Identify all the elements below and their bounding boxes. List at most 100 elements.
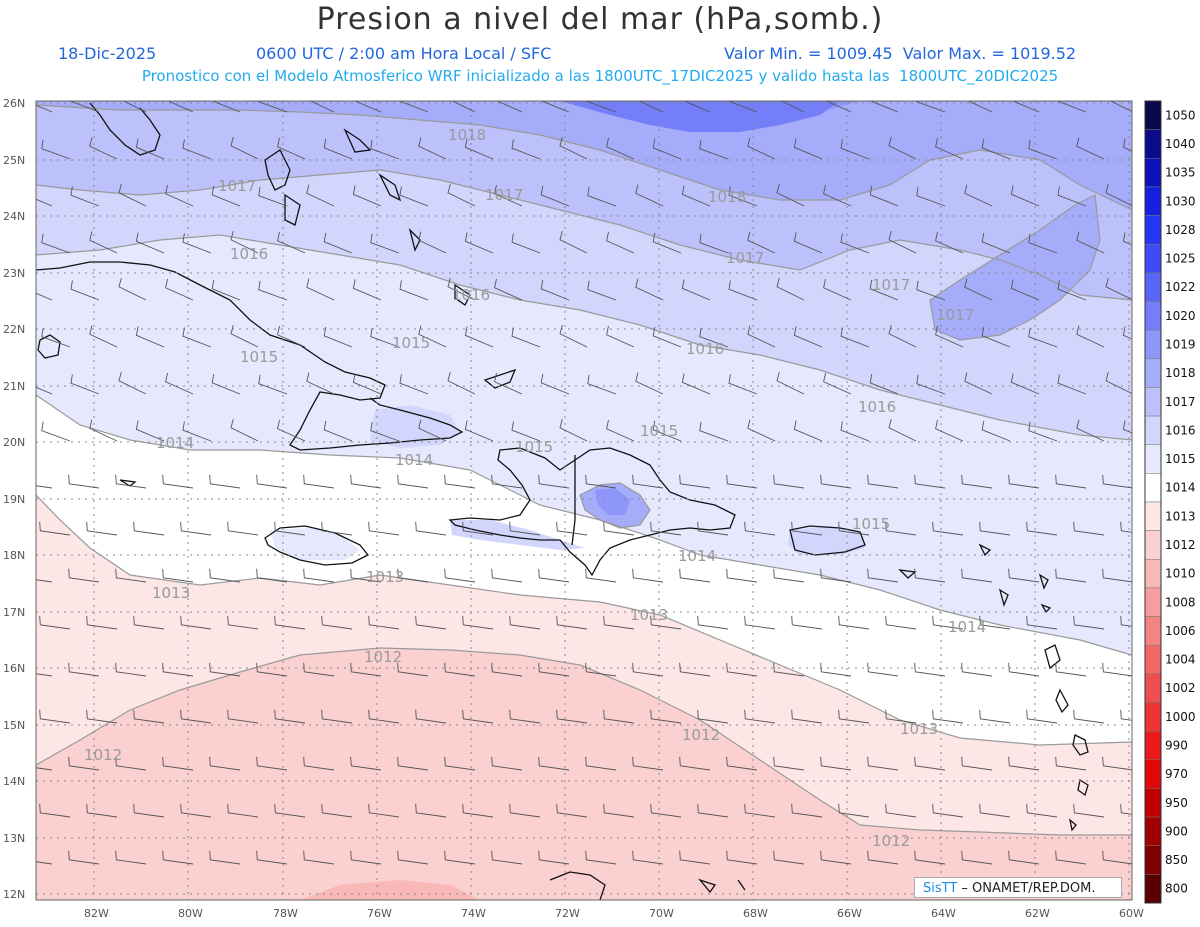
lon-label: 76W	[367, 907, 392, 920]
wind-barb	[277, 419, 306, 442]
wind-barb	[603, 709, 635, 724]
colorbar-swatch	[1144, 329, 1162, 360]
wind-barb	[511, 139, 541, 160]
wind-barb	[256, 756, 288, 771]
wind-barb	[496, 101, 523, 113]
contour-label: 1015	[240, 348, 278, 366]
wind-barb	[840, 421, 870, 442]
wind-barb	[606, 419, 635, 442]
wind-barb	[697, 615, 729, 630]
wind-barb	[494, 372, 523, 395]
wind-barb	[606, 231, 635, 254]
colorbar-swatch	[1144, 387, 1162, 417]
wind-barb	[39, 709, 71, 724]
wind-barb	[780, 101, 805, 113]
wind-barb	[981, 138, 1011, 160]
wind-barb	[180, 615, 212, 630]
wind-barb	[603, 615, 635, 630]
wind-barb	[258, 101, 288, 113]
isobars	[36, 104, 1132, 836]
colorbar-label: 1022	[1165, 280, 1196, 294]
colorbar-label: 1018	[1165, 366, 1196, 380]
wind-barb	[979, 709, 1011, 724]
wind-barb	[274, 709, 306, 724]
wind-barb	[509, 709, 541, 724]
lat-label: 24N	[3, 210, 25, 223]
wind-barb	[209, 662, 241, 677]
wind-barb	[728, 374, 758, 395]
wind-barb	[277, 325, 306, 348]
wind-barb	[961, 756, 993, 771]
wind-barb	[370, 233, 400, 254]
colorbar-swatch	[1144, 587, 1162, 617]
wind-barb	[36, 292, 53, 301]
wind-barb	[699, 327, 729, 348]
colorbar-label: 950	[1165, 796, 1188, 810]
colorbar-label: 970	[1165, 767, 1188, 781]
wind-barb	[309, 101, 335, 113]
wind-barb	[165, 372, 194, 395]
wind-barb	[68, 474, 100, 489]
colorbar-swatch	[1144, 243, 1162, 274]
wind-barb	[1008, 756, 1040, 771]
wind-barb	[352, 373, 382, 395]
wind-barb	[773, 474, 805, 489]
colorbar-label: 850	[1165, 853, 1188, 867]
wind-barb	[1122, 420, 1132, 434]
wind-barb	[838, 521, 870, 536]
wind-barb	[1120, 803, 1132, 815]
wind-barb	[556, 521, 588, 536]
wind-barb	[914, 474, 946, 489]
wind-barb	[1076, 325, 1105, 348]
contour-label: 1014	[156, 434, 194, 452]
wind-barb	[932, 709, 964, 724]
wind-barb	[652, 420, 682, 442]
wind-barb	[869, 185, 899, 207]
wind-barb	[370, 139, 400, 160]
contour-label: 1016	[686, 340, 724, 358]
wind-barb	[1026, 521, 1058, 536]
wind-barb	[41, 233, 71, 254]
wind-barb	[538, 850, 570, 865]
lat-label: 18N	[3, 549, 25, 562]
contour-label: 1016	[230, 245, 268, 263]
wind-barb	[368, 521, 400, 536]
wind-barb	[697, 521, 729, 536]
wind-barb	[635, 184, 664, 207]
wind-barb	[559, 418, 588, 442]
wind-barb	[1122, 326, 1132, 340]
wind-barb	[820, 568, 852, 583]
wind-barb	[39, 615, 71, 630]
wind-barb	[632, 662, 664, 677]
wind-barb	[36, 861, 53, 865]
wind-barb	[118, 277, 147, 301]
wind-barb	[888, 418, 917, 442]
wind-barb	[914, 568, 946, 583]
wind-barb	[162, 850, 194, 865]
wind-barb	[227, 803, 259, 818]
wind-barb	[914, 756, 946, 771]
wind-barb	[981, 420, 1011, 442]
wind-barb	[888, 324, 917, 348]
wind-barb	[1120, 615, 1132, 627]
contour-label: 1012	[84, 746, 122, 764]
contour-label: 1015	[852, 515, 890, 533]
wind-barb	[726, 568, 758, 583]
wind-barb	[211, 373, 241, 395]
colorbar-label: 1014	[1165, 481, 1196, 495]
wind-barb	[1105, 277, 1132, 301]
wind-barb	[118, 371, 147, 395]
wind-barb	[1057, 280, 1087, 301]
wind-barb	[491, 662, 523, 677]
wind-barb	[397, 850, 429, 865]
wind-barb	[303, 474, 335, 489]
lat-label: 21N	[3, 380, 25, 393]
wind-barb	[603, 803, 635, 818]
lat-label: 19N	[3, 493, 25, 506]
lat-label: 22N	[3, 323, 25, 336]
wind-barb	[747, 231, 776, 254]
wind-barb	[1028, 327, 1058, 348]
colorbar-label: 1015	[1165, 452, 1196, 466]
wind-barb	[68, 568, 100, 583]
wind-barb	[230, 136, 259, 160]
